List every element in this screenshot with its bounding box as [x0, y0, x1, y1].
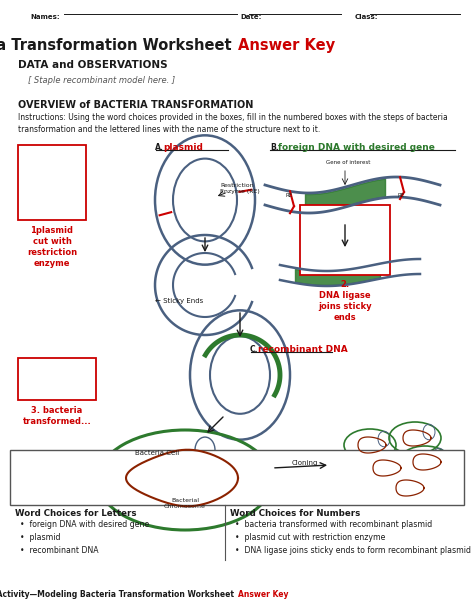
- Text: Date:: Date:: [240, 14, 261, 20]
- Text: foreign DNA with desired gene: foreign DNA with desired gene: [278, 143, 435, 152]
- Text: •  bacteria transformed with recombinant plasmid: • bacteria transformed with recombinant …: [235, 520, 432, 529]
- Text: OVERVIEW of BACTERIA TRANSFORMATION: OVERVIEW of BACTERIA TRANSFORMATION: [18, 100, 254, 110]
- Text: •  foreign DNA with desired gene: • foreign DNA with desired gene: [20, 520, 149, 529]
- FancyBboxPatch shape: [300, 205, 390, 275]
- Text: B.: B.: [270, 143, 279, 152]
- Text: DATA and OBSERVATIONS: DATA and OBSERVATIONS: [18, 60, 168, 70]
- Text: Answer Key: Answer Key: [238, 38, 335, 53]
- Text: Bacteria Cell: Bacteria Cell: [135, 450, 179, 456]
- Text: C.: C.: [250, 345, 258, 354]
- Text: Names:: Names:: [30, 14, 60, 20]
- Text: Restriction
Enzyme (RE): Restriction Enzyme (RE): [220, 183, 260, 194]
- FancyBboxPatch shape: [10, 450, 464, 505]
- Text: 1plasmid
cut with
restriction
enzyme: 1plasmid cut with restriction enzyme: [27, 226, 77, 268]
- Text: Modeling Bacteria Transformation Worksheet: Modeling Bacteria Transformation Workshe…: [0, 38, 237, 53]
- Text: RE: RE: [398, 193, 405, 198]
- Text: 3. bacteria
transformed...: 3. bacteria transformed...: [23, 406, 91, 426]
- Text: ← Sticky Ends: ← Sticky Ends: [155, 298, 203, 304]
- Text: Bacterial
Chromosome: Bacterial Chromosome: [164, 498, 206, 509]
- Text: Word Choices for Numbers: Word Choices for Numbers: [230, 509, 360, 518]
- Text: [ Staple recombinant model here. ]: [ Staple recombinant model here. ]: [28, 76, 175, 85]
- Text: Bacteria Transformation Activity—Modeling Bacteria Transformation Worksheet: Bacteria Transformation Activity—Modelin…: [0, 590, 237, 599]
- Text: Word Choices for Letters: Word Choices for Letters: [15, 509, 137, 518]
- Text: RE: RE: [285, 193, 292, 198]
- Text: Gene of interest: Gene of interest: [326, 160, 370, 165]
- Text: A.: A.: [155, 143, 164, 152]
- FancyBboxPatch shape: [18, 145, 86, 220]
- Text: Class:: Class:: [355, 14, 379, 20]
- Text: Cloning: Cloning: [292, 460, 319, 466]
- Text: 2.
DNA ligase
joins sticky
ends: 2. DNA ligase joins sticky ends: [318, 280, 372, 322]
- Text: •  DNA ligase joins sticky ends to form recombinant plasmid: • DNA ligase joins sticky ends to form r…: [235, 546, 471, 555]
- Text: •  recombinant DNA: • recombinant DNA: [20, 546, 99, 555]
- Text: Instructions: Using the word choices provided in the boxes, fill in the numbered: Instructions: Using the word choices pro…: [18, 113, 448, 134]
- Text: •  plasmid: • plasmid: [20, 533, 61, 542]
- Text: recombinant DNA: recombinant DNA: [258, 345, 348, 354]
- Text: •  plasmid cut with restriction enzyme: • plasmid cut with restriction enzyme: [235, 533, 385, 542]
- FancyBboxPatch shape: [18, 358, 96, 400]
- Text: plasmid: plasmid: [163, 143, 203, 152]
- Text: Answer Key: Answer Key: [238, 590, 289, 599]
